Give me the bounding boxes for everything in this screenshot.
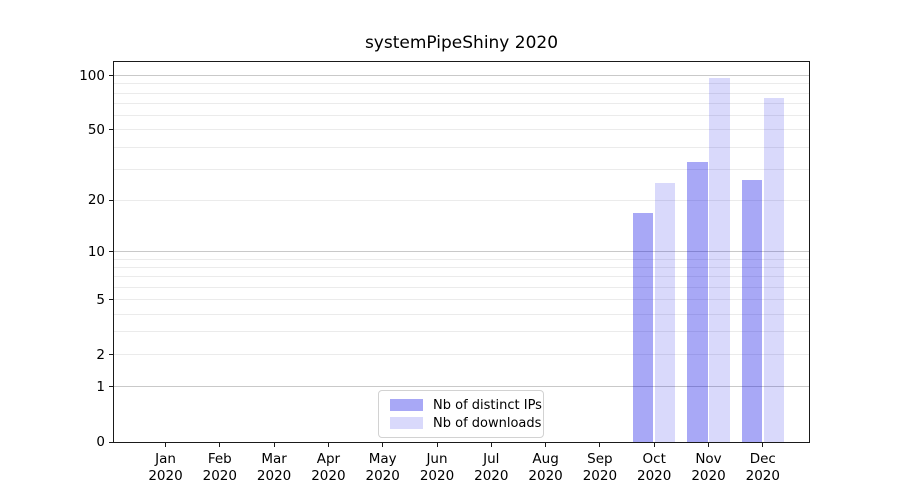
x-tick-label: Jul 2020 [474, 451, 509, 484]
y-tick-label: 10 [87, 243, 105, 260]
y-gridline-minor [114, 354, 809, 356]
legend-item-distinct-ips: Nb of distinct IPs [390, 396, 542, 414]
legend-item-downloads: Nb of downloads [390, 414, 541, 432]
y-gridline-minor [114, 146, 809, 148]
y-tick-mark [109, 251, 113, 253]
x-tick-mark [762, 443, 764, 447]
y-tick-mark [109, 354, 113, 356]
legend-label-distinct-ips: Nb of distinct IPs [433, 397, 542, 413]
x-tick-label: Aug 2020 [528, 451, 563, 484]
x-tick-mark [273, 443, 275, 447]
x-tick-label: Feb 2020 [202, 451, 237, 484]
bar-downloads-dec [763, 98, 785, 442]
y-tick-mark [109, 386, 113, 388]
x-tick-mark [545, 443, 547, 447]
y-gridline-major [114, 251, 809, 253]
x-tick-mark [382, 443, 384, 447]
y-gridline-minor [114, 258, 809, 260]
y-gridline-minor [114, 168, 809, 170]
y-gridline-minor [114, 103, 809, 105]
y-gridline-minor [114, 129, 809, 131]
x-tick-mark [219, 443, 221, 447]
x-tick-mark [490, 443, 492, 447]
y-gridline-minor [114, 287, 809, 289]
bar-downloads-oct [654, 183, 676, 442]
y-tick-label: 50 [87, 121, 105, 138]
chart-title: systemPipeShiny 2020 [364, 33, 559, 53]
legend-swatch-distinct-ips [390, 399, 423, 411]
y-tick-label: 1 [96, 378, 105, 395]
y-gridline-minor [114, 276, 809, 278]
legend-label-downloads: Nb of downloads [433, 415, 542, 431]
bar-distinct-ips-nov [687, 162, 708, 442]
bar-downloads-nov [709, 78, 730, 442]
y-tick-mark [109, 129, 113, 131]
bar-distinct-ips-oct [632, 212, 654, 442]
y-gridline-minor [114, 313, 809, 315]
y-tick-label: 100 [79, 67, 105, 84]
x-tick-label: May 2020 [365, 451, 400, 484]
x-tick-label: Sep 2020 [582, 451, 618, 484]
y-tick-label: 20 [87, 192, 105, 209]
x-tick-label: Jun 2020 [419, 451, 455, 484]
legend-swatch-downloads [390, 417, 423, 429]
legend: Nb of distinct IPs Nb of downloads [378, 390, 544, 438]
x-tick-mark [653, 443, 655, 447]
x-tick-label: Apr 2020 [311, 451, 346, 484]
y-gridline-minor [114, 199, 809, 201]
y-tick-label: 5 [96, 291, 105, 308]
y-gridline-minor [114, 331, 809, 333]
y-tick-mark [109, 441, 113, 443]
y-tick-mark [109, 75, 113, 77]
x-tick-label: Oct 2020 [637, 451, 672, 484]
y-tick-mark [109, 199, 113, 201]
y-gridline-minor [114, 92, 809, 94]
y-gridline-major [114, 75, 809, 77]
x-tick-label: Nov 2020 [691, 451, 726, 484]
y-gridline-minor [114, 267, 809, 269]
x-tick-mark [165, 443, 166, 447]
plot-area [113, 61, 810, 443]
y-tick-mark [109, 299, 113, 301]
y-gridline-minor [114, 83, 809, 85]
y-tick-label: 0 [96, 434, 105, 450]
y-gridline-minor [114, 115, 809, 117]
x-tick-mark [327, 443, 329, 447]
x-tick-mark [708, 443, 709, 447]
y-gridline-minor [114, 299, 809, 301]
x-tick-mark [599, 443, 601, 447]
y-tick-label: 2 [96, 346, 105, 363]
y-gridline-major [114, 386, 809, 388]
x-tick-label: Mar 2020 [256, 451, 292, 484]
bar-distinct-ips-dec [741, 180, 763, 442]
x-tick-mark [436, 443, 438, 447]
x-tick-label: Jan 2020 [148, 451, 183, 484]
x-tick-label: Dec 2020 [745, 451, 780, 484]
